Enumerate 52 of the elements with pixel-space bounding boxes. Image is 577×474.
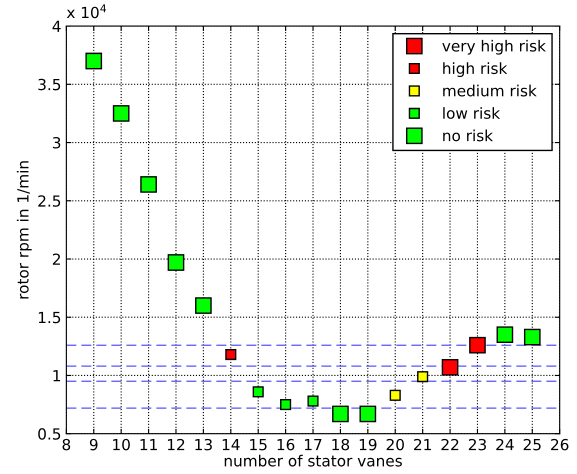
legend-label: high risk bbox=[443, 62, 508, 78]
x-tick-label: 25 bbox=[524, 438, 541, 450]
point bbox=[524, 328, 541, 346]
y-tick-label: 3.5 bbox=[38, 78, 60, 90]
x-tick-label: 22 bbox=[441, 438, 458, 450]
x-tick-label: 23 bbox=[468, 438, 486, 450]
y-tick-label: 1.5 bbox=[38, 312, 60, 324]
x-tick-label: 16 bbox=[278, 438, 294, 450]
y-tick-label: 2.5 bbox=[38, 195, 60, 207]
x-tick-label: 19 bbox=[360, 438, 376, 450]
point bbox=[390, 390, 401, 401]
point bbox=[280, 399, 292, 410]
legend-label: medium risk bbox=[443, 84, 537, 96]
point bbox=[195, 297, 212, 314]
point bbox=[496, 326, 514, 344]
x-tick-label: 11 bbox=[140, 439, 157, 450]
point bbox=[332, 406, 349, 422]
point bbox=[168, 254, 184, 271]
x-axis-title: number of stator vanes bbox=[224, 454, 402, 467]
y-axis-title: rotor rpm in 1/min bbox=[16, 161, 32, 298]
point bbox=[85, 52, 102, 70]
x-tick-label: 8 bbox=[62, 438, 70, 450]
x-tick-label: 15 bbox=[250, 439, 267, 450]
x-tick-label: 12 bbox=[168, 438, 184, 450]
x-tick-label: 14 bbox=[222, 439, 240, 450]
point bbox=[140, 176, 157, 193]
y-tick-label: 0.5 bbox=[38, 428, 60, 440]
point bbox=[442, 358, 458, 376]
text: x 10$^{4}$ bbox=[66, 4, 106, 18]
point bbox=[469, 336, 486, 354]
x-tick-label: 21 bbox=[414, 438, 431, 450]
x-tick-label: 24 bbox=[496, 438, 514, 450]
legend-label: low risk bbox=[443, 107, 500, 119]
y-tick-label: 2 bbox=[52, 253, 60, 265]
x-tick-label: 13 bbox=[195, 438, 212, 450]
legend-label: no risk bbox=[443, 130, 493, 142]
x-tick-label: 9 bbox=[90, 438, 98, 450]
point bbox=[417, 371, 428, 382]
x-tick-label: 26 bbox=[551, 438, 568, 450]
x-tick-label: 17 bbox=[304, 439, 322, 450]
point bbox=[360, 406, 376, 422]
legend-label: very high risk bbox=[442, 40, 546, 55]
y-tick-label: 1 bbox=[53, 370, 60, 382]
x-tick-label: 18 bbox=[332, 438, 350, 450]
point bbox=[252, 386, 264, 398]
y-tick-label: 3 bbox=[52, 137, 60, 149]
x-tick-label: 20 bbox=[386, 438, 404, 450]
point bbox=[307, 396, 319, 407]
point bbox=[225, 348, 236, 360]
point bbox=[112, 105, 130, 122]
x-tick-label: 10 bbox=[113, 438, 130, 450]
y-tick-label: 4 bbox=[52, 20, 61, 32]
